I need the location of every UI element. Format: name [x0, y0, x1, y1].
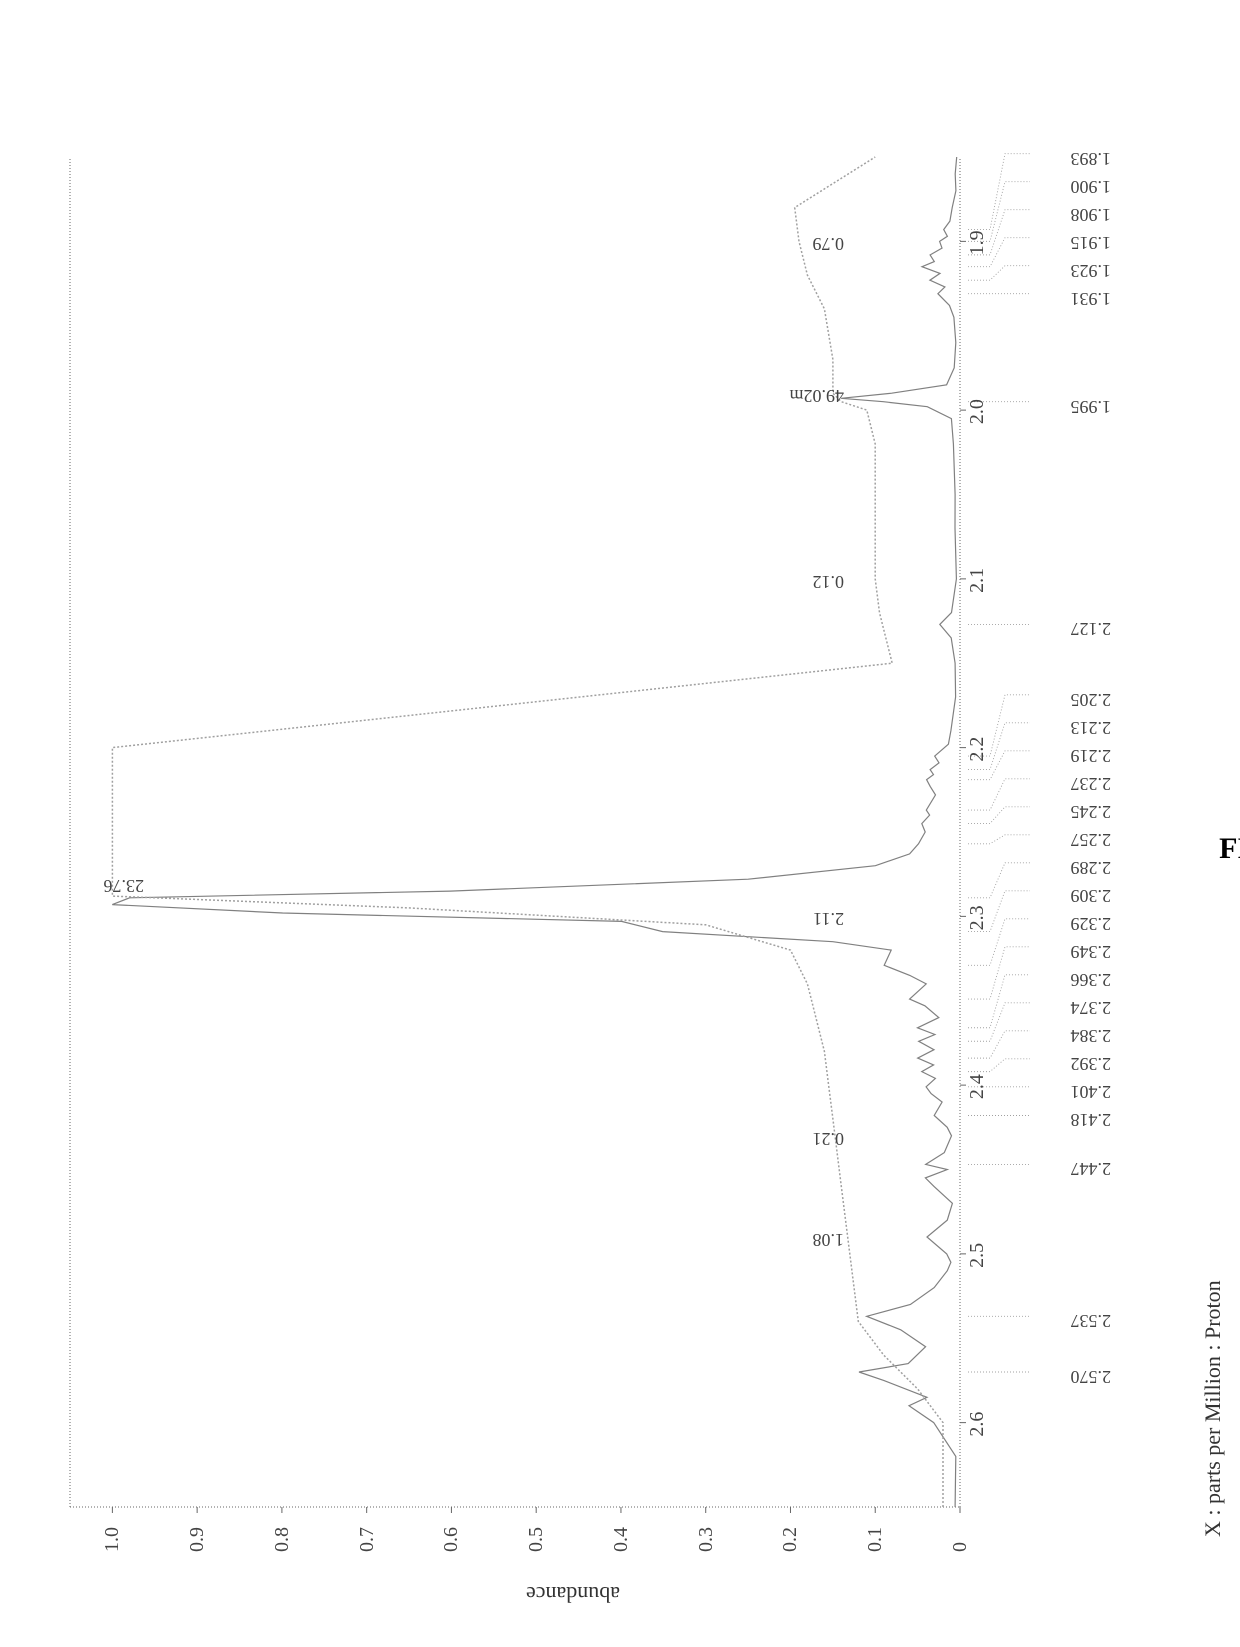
peak-ppm-label: 2.219: [1071, 745, 1112, 766]
peak-ppm-label: 2.374: [1071, 997, 1112, 1018]
y-axis-label: abundance: [526, 1581, 620, 1607]
figure-caption: FIG.2: [1219, 832, 1240, 866]
peak-ppm-label: 2.349: [1071, 941, 1112, 962]
peak-ppm-label: 2.570: [1071, 1366, 1112, 1387]
peak-ppm-label: 2.289: [1071, 857, 1112, 878]
x-tick-label: 2.5: [966, 1243, 989, 1268]
peak-ppm-label: 1.995: [1071, 396, 1112, 417]
peak-ppm-label: 2.329: [1071, 913, 1112, 934]
integral-value-label: 2.11: [813, 908, 844, 929]
integral-value-label: 49.02m: [789, 385, 844, 406]
peak-ppm-label: 2.205: [1071, 689, 1112, 710]
integral-value-label: 1.08: [812, 1229, 844, 1250]
plot-svg: [60, 147, 1080, 1547]
peak-ppm-label: 2.418: [1071, 1110, 1112, 1131]
peak-ppm-label: 2.213: [1071, 717, 1112, 738]
x-tick-label: 2.1: [966, 568, 989, 593]
integral-value-label: 0.21: [812, 1128, 844, 1149]
integral-value-label: 0.79: [812, 233, 844, 254]
peak-ppm-label: 2.401: [1071, 1081, 1112, 1102]
peak-ppm-label: 2.257: [1071, 829, 1112, 850]
peak-ppm-label: 2.392: [1071, 1053, 1112, 1074]
x-tick-label: 2.4: [966, 1074, 989, 1099]
peak-ppm-label: 1.923: [1071, 260, 1112, 281]
peak-ppm-label: 2.237: [1071, 773, 1112, 794]
peak-ppm-label: 1.893: [1071, 148, 1112, 169]
integral-value-label: 0.12: [812, 571, 844, 592]
x-tick-label: 2.2: [966, 737, 989, 762]
peak-ppm-label: 2.309: [1071, 885, 1112, 906]
peak-ppm-label: 1.900: [1071, 176, 1112, 197]
peak-ppm-label: 1.908: [1071, 204, 1112, 225]
x-tick-label: 2.6: [966, 1412, 989, 1437]
peak-ppm-label: 1.931: [1071, 288, 1112, 309]
x-axis-label: X : parts per Million : Proton: [1200, 1280, 1226, 1537]
x-tick-label: 2.3: [966, 905, 989, 930]
peak-ppm-label: 1.915: [1071, 232, 1112, 253]
peak-ppm-label: 2.384: [1071, 1025, 1112, 1046]
integral-value-label: 23.76: [104, 875, 145, 896]
x-tick-label: 1.9: [966, 230, 989, 255]
nmr-spectrum-plot: [60, 147, 1080, 1547]
peak-ppm-label: 2.537: [1071, 1310, 1112, 1331]
x-tick-label: 2.0: [966, 399, 989, 424]
peak-ppm-label: 2.245: [1071, 801, 1112, 822]
peak-ppm-label: 2.366: [1071, 969, 1112, 990]
page-rotated: abundance X : parts per Million : Proton…: [0, 407, 1240, 1647]
peak-ppm-label: 2.127: [1071, 618, 1112, 639]
peak-ppm-label: 2.447: [1071, 1158, 1112, 1179]
